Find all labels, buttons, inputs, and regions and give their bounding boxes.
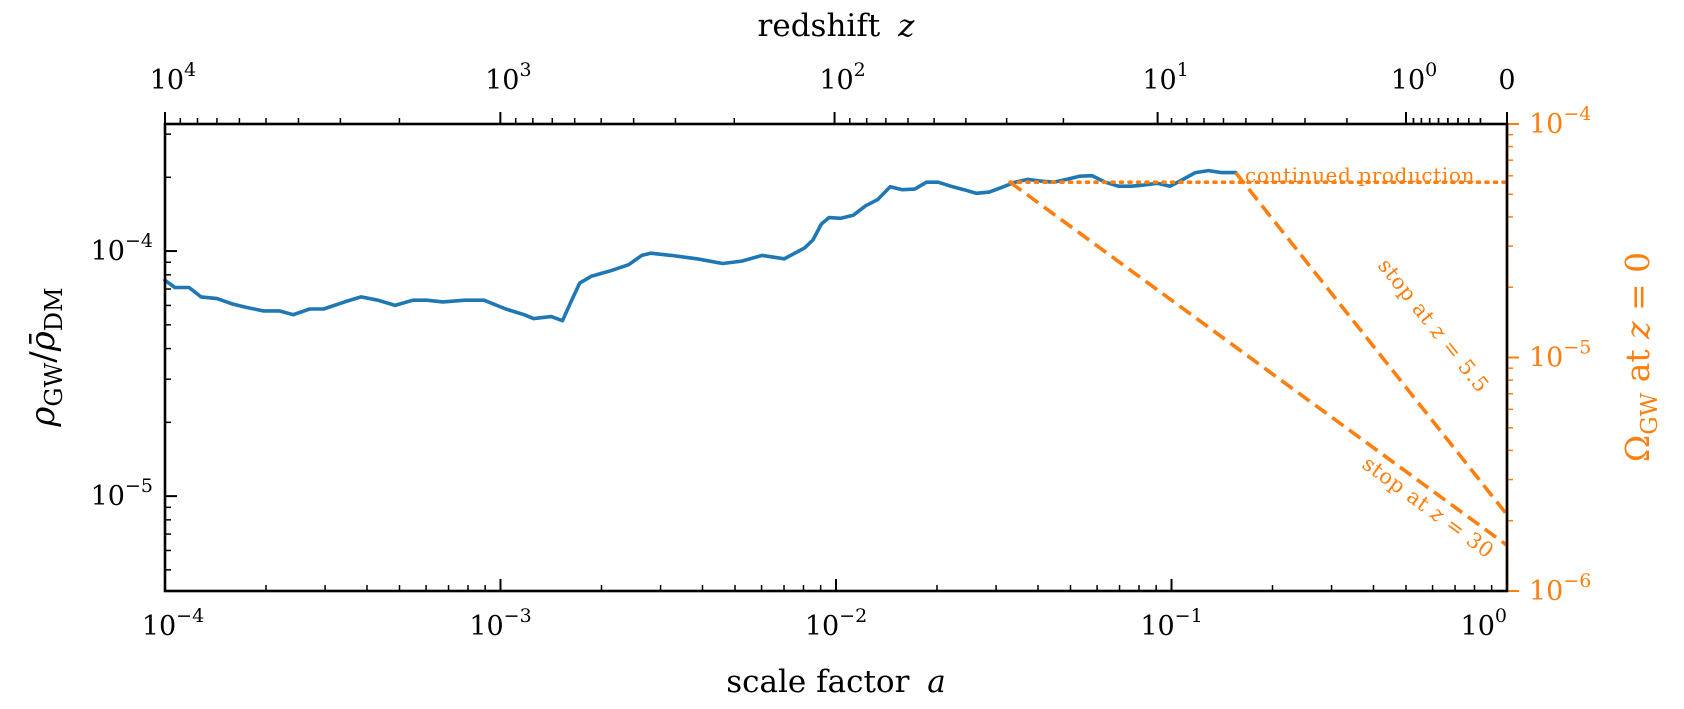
plot-frame [163,122,1509,593]
left-tick-label-base: 10 [91,236,125,267]
top-tick-label: 100 [1391,59,1437,96]
right-tick-label-exp: −5 [1563,337,1591,359]
left-tick-label-base: 10 [91,481,125,512]
bottom-tick-label-base: 10 [142,611,176,642]
top-tick-label-base: 0 [1498,65,1515,96]
right-label-sub: GW [1637,392,1663,434]
bottom-axis-label: scale factor a [726,664,945,700]
bottom-tick-label-exp: −2 [839,605,867,627]
stop-z55-label-text: stop at [1373,254,1444,335]
left-tick-label-exp: −5 [125,475,153,497]
stop-z55-label: stop at z = 5.5 [1373,254,1494,397]
right-label-z: z [1618,321,1657,340]
bottom-tick-label: 100 [1461,605,1507,642]
top-axis-label-prefix: redshift [758,8,891,44]
right-tick-label-base: 10 [1529,109,1563,140]
left-label-slash: / [23,351,63,363]
bottom-tick-label: 10−2 [805,605,867,642]
left-label-rho: ρ [23,407,63,428]
top-tick-label-exp: 2 [854,59,866,81]
series-line-simulation [163,168,1238,323]
bottom-tick-label: 10−1 [1140,605,1202,642]
top-tick-label: 101 [1142,59,1188,96]
top-tick-label-base: 10 [1391,65,1425,96]
top-tick-label-exp: 3 [519,59,531,81]
bottom-tick-label-exp: −1 [1175,605,1203,627]
continued-production-label: continued production [1245,163,1475,187]
left-axis-label: ρGW/ρ̄DM [23,287,68,427]
top-tick-label: 104 [150,59,196,96]
top-tick-label-exp: 1 [1177,59,1189,81]
top-axis-label-var: z [897,8,915,44]
bottom-tick-label-base: 10 [1461,611,1495,642]
top-tick-label-base: 10 [1142,65,1176,96]
bottom-tick-label-exp: −4 [176,605,204,627]
stop-z55-label-value: = 5.5 [1433,329,1494,397]
top-tick-label: 0 [1498,65,1515,96]
top-tick-label-base: 10 [819,65,853,96]
right-tick-label: 10−6 [1529,570,1591,607]
left-label-sub1: GW [40,362,68,406]
bottom-tick-label-base: 10 [469,611,503,642]
right-tick-label: 10−5 [1529,337,1591,374]
top-tick-label-base: 10 [485,65,519,96]
series-line-stop-at-z-5-5 [1234,171,1509,516]
chart-series [163,168,1509,547]
left-tick-label-exp: −4 [125,230,153,252]
stop-z30-label-value: = 30 [1435,508,1498,563]
right-label-at: at [1618,339,1657,393]
bottom-axis-label-prefix: scale factor [726,664,919,700]
top-tick-label-exp: 0 [1425,59,1437,81]
stop-z30-label: stop at z = 30 [1358,451,1499,563]
series-line-stop-at-z-30 [1008,180,1509,547]
right-tick-label-base: 10 [1529,576,1563,607]
top-tick-label-exp: 4 [184,59,196,81]
top-tick-label-base: 10 [150,65,184,96]
bottom-tick-label: 10−3 [469,605,531,642]
bottom-tick-label-exp: 0 [1495,605,1507,627]
top-tick-label: 102 [819,59,865,96]
right-tick-label-base: 10 [1529,343,1563,374]
right-axis-label: ΩGW at z = 0 [1618,252,1663,462]
left-tick-label: 10−4 [91,230,153,267]
top-tick-label: 103 [485,59,531,96]
left-tick-label: 10−5 [91,475,153,512]
right-tick-label: 10−4 [1529,103,1591,140]
left-label-rhobar: ρ̄ [23,331,63,352]
bottom-tick-label-base: 10 [1140,611,1174,642]
right-label-omega: Ω [1618,435,1657,462]
right-tick-label-exp: −4 [1563,103,1591,125]
right-label-eq: = 0 [1618,252,1657,322]
bottom-tick-label: 10−4 [142,605,204,642]
bottom-tick-label-base: 10 [805,611,839,642]
left-label-sub2: DM [40,287,68,331]
top-axis-label: redshift z [758,8,916,44]
right-tick-label-exp: −6 [1563,570,1591,592]
bottom-tick-label-exp: −3 [504,605,532,627]
bottom-axis-label-var: a [927,664,945,700]
